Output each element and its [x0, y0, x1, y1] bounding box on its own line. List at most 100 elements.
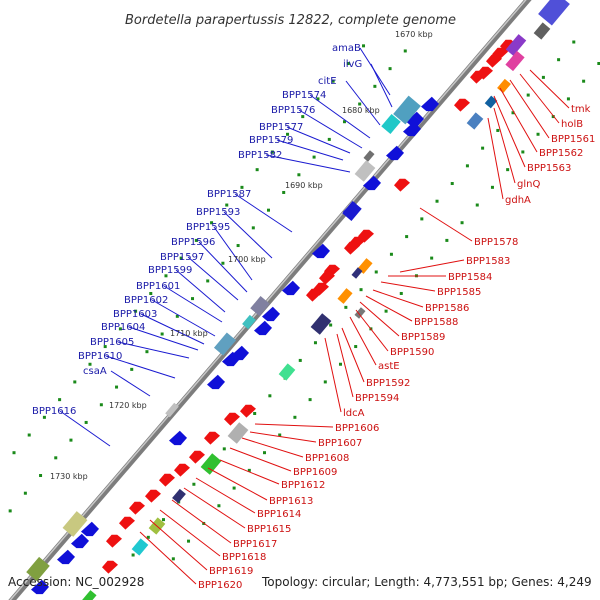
reverse-gene-arrow[interactable]: [470, 70, 486, 84]
gene-block[interactable]: [278, 363, 296, 381]
gene-block[interactable]: [466, 112, 484, 130]
forward-gene-arrow[interactable]: [312, 243, 330, 259]
forward-gene-label[interactable]: BPP1593: [196, 207, 240, 218]
reverse-gene-label[interactable]: BPP1584: [448, 272, 492, 283]
reverse-gene-arrow[interactable]: [319, 271, 335, 285]
reverse-gene-arrow[interactable]: [189, 450, 205, 464]
reverse-gene-label[interactable]: BPP1594: [355, 393, 399, 404]
reverse-gene-label[interactable]: BPP1578: [474, 237, 518, 248]
forward-gene-arrow[interactable]: [31, 579, 49, 595]
gene-block[interactable]: [200, 453, 222, 475]
gene-block[interactable]: [227, 422, 249, 444]
gene-block[interactable]: [354, 160, 376, 182]
forward-gene-label[interactable]: BPP1576: [271, 105, 315, 116]
reverse-gene-label[interactable]: holB: [561, 119, 583, 130]
forward-gene-block[interactable]: [342, 201, 362, 221]
reverse-gene-label[interactable]: BPP1590: [390, 347, 434, 358]
forward-gene-label[interactable]: BPP1605: [90, 337, 134, 348]
forward-gene-label[interactable]: BPP1599: [148, 265, 192, 276]
reverse-gene-label[interactable]: BPP1563: [527, 163, 571, 174]
forward-gene-arrow[interactable]: [262, 306, 280, 322]
reverse-gene-label[interactable]: BPP1615: [247, 524, 291, 535]
reverse-gene-label[interactable]: BPP1620: [198, 580, 242, 591]
reverse-gene-label[interactable]: BPP1585: [437, 287, 481, 298]
forward-gene-label[interactable]: BPP1610: [78, 351, 122, 362]
reverse-gene-arrow[interactable]: [454, 98, 470, 112]
forward-gene-label[interactable]: BPP1604: [101, 322, 145, 333]
gene-block[interactable]: [172, 488, 186, 504]
gene-block[interactable]: [497, 78, 511, 94]
gene-block[interactable]: [533, 22, 551, 40]
reverse-gene-label[interactable]: BPP1614: [257, 509, 301, 520]
reverse-gene-label[interactable]: BPP1612: [281, 480, 325, 491]
gene-block[interactable]: [381, 114, 401, 134]
reverse-gene-label[interactable]: BPP1617: [233, 539, 277, 550]
forward-gene-label[interactable]: ilvG: [343, 59, 362, 70]
forward-gene-arrow[interactable]: [57, 549, 75, 565]
forward-gene-label[interactable]: BPP1582: [238, 150, 282, 161]
forward-gene-label[interactable]: amaB: [332, 43, 361, 54]
forward-gene-label[interactable]: BPP1597: [160, 252, 204, 263]
reverse-gene-arrow[interactable]: [306, 288, 322, 302]
reverse-gene-label[interactable]: BPP1586: [425, 303, 469, 314]
forward-gene-label[interactable]: BPP1587: [207, 189, 251, 200]
forward-gene-label[interactable]: BPP1602: [124, 295, 168, 306]
forward-gene-arrow[interactable]: [403, 121, 421, 137]
gene-block[interactable]: [351, 267, 363, 279]
gene-block[interactable]: [505, 34, 527, 56]
forward-gene-label[interactable]: csaA: [83, 366, 107, 377]
reverse-gene-label[interactable]: astE: [378, 361, 400, 372]
forward-gene-arrow[interactable]: [207, 374, 225, 390]
reverse-gene-arrow[interactable]: [240, 404, 256, 418]
gene-block[interactable]: [505, 50, 525, 72]
forward-gene-arrow[interactable]: [386, 145, 404, 161]
gene-block[interactable]: [484, 95, 498, 109]
forward-gene-label[interactable]: BPP1601: [136, 281, 180, 292]
forward-gene-label[interactable]: BPP1577: [259, 122, 303, 133]
reverse-gene-label[interactable]: BPP1588: [414, 317, 458, 328]
forward-gene-label[interactable]: BPP1579: [249, 135, 293, 146]
forward-gene-arrow[interactable]: [254, 320, 272, 336]
reverse-gene-label[interactable]: BPP1561: [551, 134, 595, 145]
gene-block[interactable]: [393, 95, 421, 125]
gene-block[interactable]: [310, 313, 332, 335]
gene-block[interactable]: [538, 0, 570, 26]
reverse-gene-label[interactable]: BPP1619: [209, 566, 253, 577]
gene-block[interactable]: [131, 538, 149, 556]
reverse-gene-label[interactable]: gdhA: [505, 195, 531, 206]
gene-block[interactable]: [81, 590, 97, 600]
forward-gene-arrow[interactable]: [363, 175, 381, 191]
reverse-gene-arrow[interactable]: [486, 54, 502, 68]
reverse-gene-label[interactable]: glnQ: [517, 179, 540, 190]
reverse-gene-arrow[interactable]: [174, 463, 190, 477]
forward-gene-arrow[interactable]: [169, 430, 187, 446]
forward-gene-arrow[interactable]: [222, 351, 240, 367]
reverse-gene-label[interactable]: BPP1583: [466, 256, 510, 267]
reverse-gene-label[interactable]: BPP1607: [318, 438, 362, 449]
reverse-gene-arrow[interactable]: [129, 501, 145, 515]
reverse-gene-label[interactable]: BPP1618: [222, 552, 266, 563]
reverse-gene-label[interactable]: BPP1589: [401, 332, 445, 343]
gene-block[interactable]: [62, 511, 88, 537]
reverse-gene-arrow[interactable]: [344, 241, 360, 255]
reverse-gene-arrow[interactable]: [394, 178, 410, 192]
forward-gene-label[interactable]: BPP1595: [186, 222, 230, 233]
forward-gene-label[interactable]: citE: [318, 76, 337, 87]
reverse-gene-label[interactable]: BPP1613: [269, 496, 313, 507]
forward-gene-arrow[interactable]: [282, 280, 300, 296]
gene-block[interactable]: [354, 307, 366, 319]
gene-block[interactable]: [363, 150, 375, 162]
reverse-gene-label[interactable]: ldcA: [343, 408, 365, 419]
forward-gene-label[interactable]: BPP1616: [32, 406, 76, 417]
gene-block[interactable]: [242, 314, 256, 330]
forward-gene-label[interactable]: BPP1574: [282, 90, 326, 101]
reverse-gene-arrow[interactable]: [106, 534, 122, 548]
reverse-gene-arrow[interactable]: [119, 516, 135, 530]
reverse-gene-label[interactable]: BPP1609: [293, 467, 337, 478]
gene-block[interactable]: [26, 556, 50, 582]
reverse-gene-label[interactable]: BPP1592: [366, 378, 410, 389]
gene-block[interactable]: [337, 288, 353, 304]
gene-block[interactable]: [213, 332, 237, 356]
forward-gene-arrow[interactable]: [406, 111, 424, 127]
reverse-gene-label[interactable]: BPP1562: [539, 148, 583, 159]
